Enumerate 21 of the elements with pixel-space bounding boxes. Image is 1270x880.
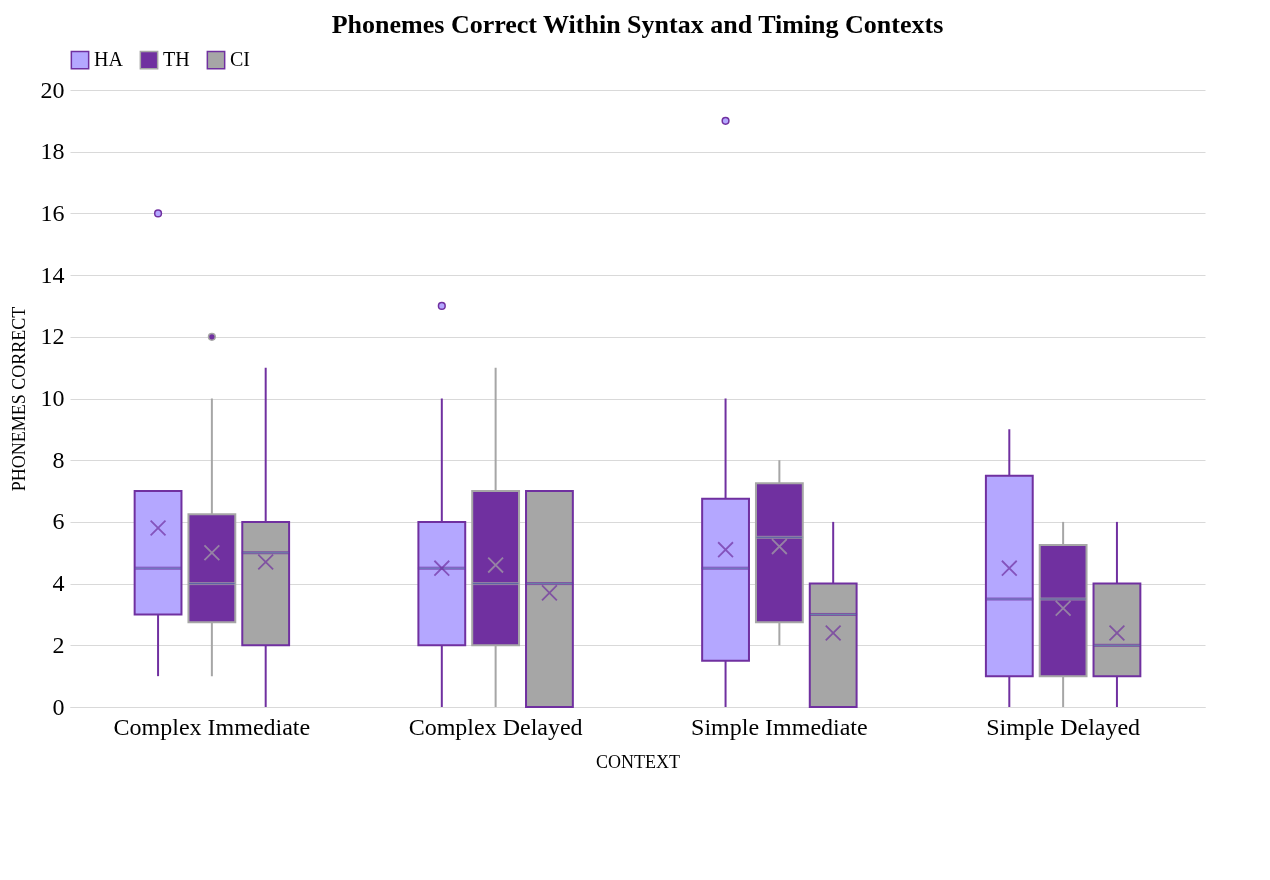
x-tick-label: Simple Delayed — [986, 713, 1141, 740]
y-tick-label: 18 — [40, 138, 65, 165]
y-axis-title: PHONEMES CORRECT — [8, 306, 29, 492]
y-tick-label: 16 — [40, 199, 65, 226]
y-tick-label: 14 — [40, 261, 65, 288]
legend-label: CI — [230, 48, 250, 71]
legend-label: TH — [163, 48, 190, 71]
y-tick-label: 4 — [52, 570, 65, 597]
y-tick-label: 20 — [40, 76, 65, 103]
y-tick-label: 12 — [40, 323, 65, 350]
x-tick-label: Simple Immediate — [691, 713, 868, 740]
legend-label: HA — [94, 48, 124, 71]
x-tick-label: Complex Delayed — [408, 713, 583, 740]
x-axis-title: CONTEXT — [596, 751, 680, 772]
y-tick-label: 0 — [52, 693, 65, 720]
y-tick-label: 6 — [52, 508, 65, 535]
y-tick-label: 2 — [52, 631, 65, 658]
y-tick-label: 10 — [40, 385, 65, 411]
y-tick-label: 8 — [52, 446, 65, 473]
x-tick-label: Complex Immediate — [113, 713, 311, 740]
chart-title: Phonemes Correct Within Syntax and Timing Contexts — [331, 10, 944, 39]
